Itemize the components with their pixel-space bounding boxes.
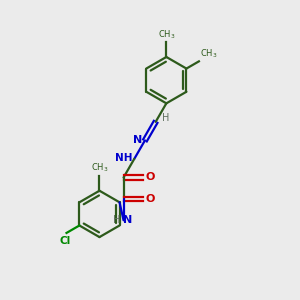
Text: H: H (112, 215, 120, 225)
Text: CH$_3$: CH$_3$ (200, 47, 218, 60)
Text: Cl: Cl (59, 236, 71, 247)
Text: N: N (123, 215, 133, 225)
Text: NH: NH (115, 153, 133, 163)
Text: O: O (145, 172, 154, 182)
Text: CH$_3$: CH$_3$ (158, 28, 175, 40)
Text: CH$_3$: CH$_3$ (91, 162, 108, 174)
Text: N: N (133, 135, 142, 145)
Text: H: H (162, 113, 169, 123)
Text: O: O (145, 194, 154, 204)
